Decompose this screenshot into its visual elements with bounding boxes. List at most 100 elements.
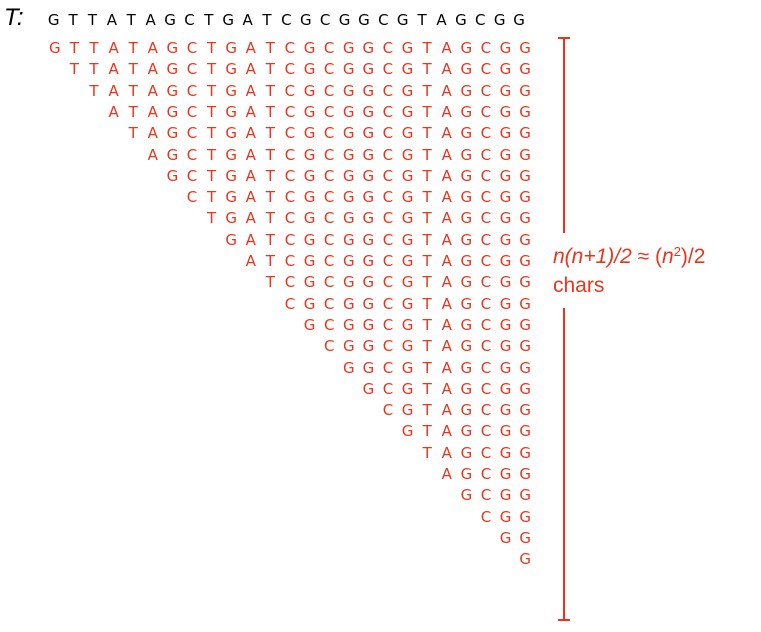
nucleotide: G xyxy=(519,230,531,249)
nucleotide: A xyxy=(441,379,452,398)
nucleotide: T xyxy=(204,11,214,29)
nucleotide: G xyxy=(342,81,355,100)
nucleotide: G xyxy=(499,507,512,526)
nucleotide: C xyxy=(382,188,394,207)
nucleotide: A xyxy=(245,39,256,57)
nucleotide: C xyxy=(323,209,335,228)
nucleotide: A xyxy=(441,188,452,207)
nucleotide: A xyxy=(441,443,452,462)
nucleotide: C xyxy=(480,102,492,121)
nucleotide: C xyxy=(480,401,492,420)
nucleotide: A xyxy=(245,124,256,143)
nucleotide: G xyxy=(342,39,355,57)
nucleotide: G xyxy=(401,230,414,249)
nucleotide: T xyxy=(206,60,217,79)
nucleotide: A xyxy=(441,39,452,57)
nucleotide: G xyxy=(401,188,414,207)
nucleotide: A xyxy=(245,102,256,121)
nucleotide: G xyxy=(225,102,237,121)
nucleotide: C xyxy=(480,124,492,143)
nucleotide: G xyxy=(513,11,525,29)
nucleotide: G xyxy=(460,166,473,185)
nucleotide: G xyxy=(401,145,414,164)
nucleotide: G xyxy=(460,465,473,483)
nucleotide: G xyxy=(519,60,531,79)
nucleotide: A xyxy=(147,39,158,57)
nucleotide: A xyxy=(441,294,452,313)
nucleotide: G xyxy=(460,81,473,100)
nucleotide: A xyxy=(436,11,447,29)
nucleotide: G xyxy=(519,337,531,356)
nucleotide: C xyxy=(186,39,198,57)
nucleotide: T xyxy=(206,188,217,207)
nucleotide: A xyxy=(441,465,452,483)
nucleotide: T xyxy=(422,273,432,292)
nucleotide: A xyxy=(147,102,158,121)
nucleotide: G xyxy=(362,60,375,79)
nucleotide: G xyxy=(166,102,179,121)
nucleotide: A xyxy=(108,81,119,100)
nucleotide: G xyxy=(460,315,473,334)
nucleotide: A xyxy=(245,230,256,249)
nucleotide: C xyxy=(480,252,492,270)
nucleotide: G xyxy=(499,358,512,377)
nucleotide: C xyxy=(480,81,492,100)
nucleotide: G xyxy=(362,337,375,356)
nucleotide: T xyxy=(422,39,432,57)
nucleotide: G xyxy=(166,60,179,79)
nucleotide: T xyxy=(422,230,432,249)
nucleotide: G xyxy=(519,486,531,505)
nucleotide: G xyxy=(303,315,316,334)
nucleotide: C xyxy=(323,81,335,100)
nucleotide: G xyxy=(519,39,531,57)
nucleotide: C xyxy=(284,252,296,270)
nucleotide: C xyxy=(378,11,389,29)
nucleotide: G xyxy=(460,230,473,249)
nucleotide: G xyxy=(460,422,473,441)
nucleotide: T xyxy=(128,81,138,100)
nucleotide: G xyxy=(303,188,316,207)
nucleotide: C xyxy=(186,166,198,185)
nucleotide: A xyxy=(147,60,158,79)
nucleotide: G xyxy=(401,252,414,270)
nucleotide: A xyxy=(441,252,452,270)
nucleotide: G xyxy=(493,11,506,29)
nucleotide: G xyxy=(342,315,355,334)
nucleotide: C xyxy=(186,81,198,100)
nucleotide: T xyxy=(128,124,138,143)
nucleotide: C xyxy=(480,230,492,249)
nucleotide: G xyxy=(362,39,375,57)
nucleotide: T xyxy=(265,81,275,100)
nucleotide: G xyxy=(519,188,531,207)
nucleotide: G xyxy=(401,315,414,334)
nucleotide: C xyxy=(382,273,394,292)
nucleotide: T xyxy=(265,60,275,79)
nucleotide: C xyxy=(382,60,394,79)
chars-label: chars xyxy=(553,274,605,297)
nucleotide: G xyxy=(362,145,375,164)
nucleotide: C xyxy=(186,188,198,207)
nucleotide: C xyxy=(382,81,394,100)
nucleotide: C xyxy=(382,166,394,185)
nucleotide: A xyxy=(145,11,156,29)
nucleotide: G xyxy=(166,39,179,57)
nucleotide: G xyxy=(499,465,512,483)
nucleotide: G xyxy=(460,401,473,420)
nucleotide: T xyxy=(128,39,138,57)
nucleotide: C xyxy=(480,39,492,57)
nucleotide: T xyxy=(422,315,432,334)
nucleotide: C xyxy=(480,465,492,483)
nucleotide: T xyxy=(87,11,98,29)
nucleotide: T xyxy=(422,81,432,100)
nucleotide: C xyxy=(323,145,335,164)
nucleotide: G xyxy=(303,60,316,79)
